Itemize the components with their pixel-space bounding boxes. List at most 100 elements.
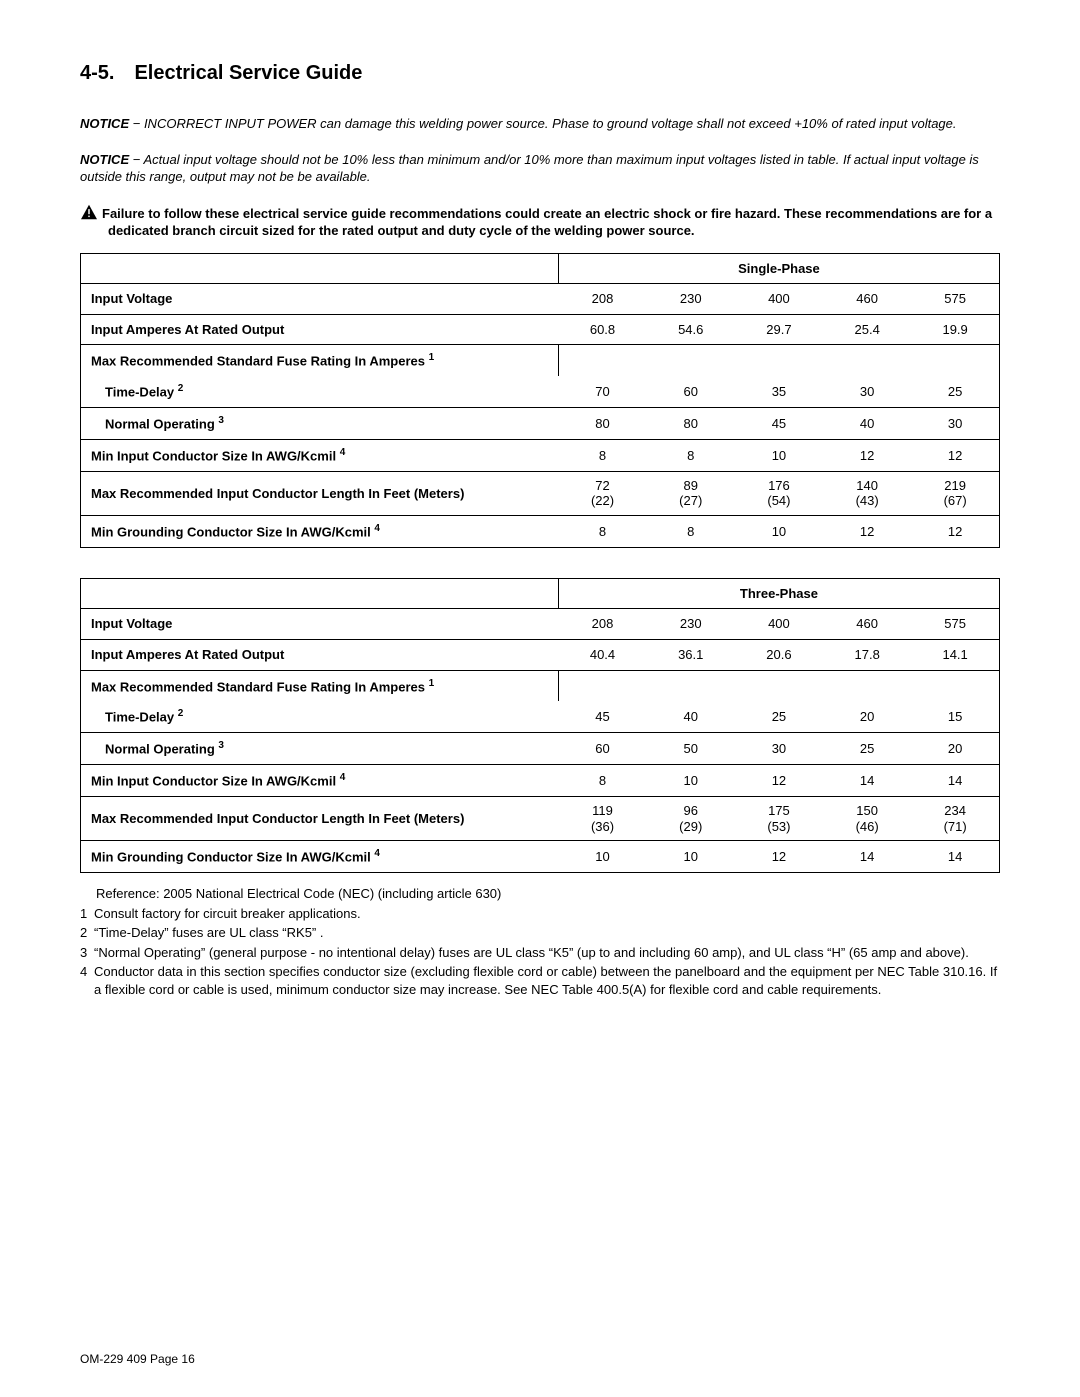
cell: 60 — [647, 376, 735, 407]
cell: 14.1 — [911, 640, 999, 671]
cell: 140(43) — [823, 471, 911, 515]
cell: 60 — [558, 733, 646, 765]
phase-label: Three-Phase — [558, 578, 999, 609]
cell: 230 — [647, 609, 735, 640]
row-label: Time-Delay 2 — [81, 376, 559, 407]
footnote-3: 3“Normal Operating” (general purpose - n… — [80, 944, 1000, 962]
cell: 8 — [647, 440, 735, 472]
cell: 30 — [823, 376, 911, 407]
cell: 12 — [911, 440, 999, 472]
cell: 14 — [823, 765, 911, 797]
cell: 400 — [735, 284, 823, 315]
notice-1-body: − INCORRECT INPUT POWER can damage this … — [129, 116, 956, 131]
table-row: Max Recommended Standard Fuse Rating In … — [81, 345, 1000, 376]
cell: 20.6 — [735, 640, 823, 671]
warning-paragraph: Failure to follow these electrical servi… — [80, 204, 1000, 240]
cell: 25 — [735, 701, 823, 732]
row-label: Min Grounding Conductor Size In AWG/Kcmi… — [81, 841, 559, 873]
cell: 45 — [558, 701, 646, 732]
cell: 208 — [558, 284, 646, 315]
cell: 15 — [911, 701, 999, 732]
row-label: Max Recommended Standard Fuse Rating In … — [81, 670, 559, 701]
cell: 460 — [823, 609, 911, 640]
warning-icon — [80, 204, 98, 220]
page-footer: OM-229 409 Page 16 — [80, 1351, 195, 1367]
cell: 36.1 — [647, 640, 735, 671]
cell: 10 — [735, 440, 823, 472]
cell: 8 — [558, 440, 646, 472]
cell: 8 — [558, 516, 646, 548]
cell: 10 — [735, 516, 823, 548]
cell: 40 — [647, 701, 735, 732]
row-label: Max Recommended Input Conductor Length I… — [81, 797, 559, 841]
footnote-1: 1Consult factory for circuit breaker app… — [80, 905, 1000, 923]
cell: 72(22) — [558, 471, 646, 515]
row-label: Input Voltage — [81, 284, 559, 315]
cell: 89(27) — [647, 471, 735, 515]
cell: 25 — [823, 733, 911, 765]
cell: 19.9 — [911, 314, 999, 345]
cell: 30 — [735, 733, 823, 765]
row-label: Min Input Conductor Size In AWG/Kcmil 4 — [81, 440, 559, 472]
cell: 25 — [911, 376, 999, 407]
table-row: Input Amperes At Rated Output 40.4 36.1 … — [81, 640, 1000, 671]
cell: 575 — [911, 284, 999, 315]
cell: 12 — [823, 440, 911, 472]
row-label: Input Amperes At Rated Output — [81, 640, 559, 671]
table-row: Max Recommended Standard Fuse Rating In … — [81, 670, 1000, 701]
cell: 150(46) — [823, 797, 911, 841]
table-row: Min Grounding Conductor Size In AWG/Kcmi… — [81, 516, 1000, 548]
table-row: Min Input Conductor Size In AWG/Kcmil 4 … — [81, 765, 1000, 797]
single-phase-table: Single-Phase Input Voltage 208 230 400 4… — [80, 253, 1000, 548]
three-phase-table: Three-Phase Input Voltage 208 230 400 46… — [80, 578, 1000, 873]
notice-1: NOTICE − INCORRECT INPUT POWER can damag… — [80, 115, 1000, 133]
table-row: Normal Operating 3 60 50 30 25 20 — [81, 733, 1000, 765]
cell: 17.8 — [823, 640, 911, 671]
footnotes: Reference: 2005 National Electrical Code… — [80, 885, 1000, 998]
table-row: Time-Delay 2 70 60 35 30 25 — [81, 376, 1000, 407]
cell: 460 — [823, 284, 911, 315]
table-row: Three-Phase — [81, 578, 1000, 609]
cell: 70 — [558, 376, 646, 407]
footnote-2: 2“Time-Delay” fuses are UL class “RK5” . — [80, 924, 1000, 942]
cell: 208 — [558, 609, 646, 640]
cell: 12 — [735, 765, 823, 797]
warning-text: Failure to follow these electrical servi… — [102, 206, 992, 239]
cell: 80 — [647, 408, 735, 440]
notice-2: NOTICE − Actual input voltage should not… — [80, 151, 1000, 186]
table-row: Input Amperes At Rated Output 60.8 54.6 … — [81, 314, 1000, 345]
row-label: Max Recommended Standard Fuse Rating In … — [81, 345, 559, 376]
cell: 10 — [647, 841, 735, 873]
cell: 54.6 — [647, 314, 735, 345]
cell: 175(53) — [735, 797, 823, 841]
cell: 29.7 — [735, 314, 823, 345]
cell: 176(54) — [735, 471, 823, 515]
table-row: Single-Phase — [81, 253, 1000, 284]
cell: 8 — [647, 516, 735, 548]
cell: 234(71) — [911, 797, 999, 841]
cell: 575 — [911, 609, 999, 640]
row-label: Min Grounding Conductor Size In AWG/Kcmi… — [81, 516, 559, 548]
cell: 60.8 — [558, 314, 646, 345]
table-row: Normal Operating 3 80 80 45 40 30 — [81, 408, 1000, 440]
cell: 30 — [911, 408, 999, 440]
cell: 119(36) — [558, 797, 646, 841]
cell: 14 — [911, 765, 999, 797]
notice-2-body: − Actual input voltage should not be 10%… — [80, 152, 979, 185]
row-label: Time-Delay 2 — [81, 701, 559, 732]
table-row: Min Grounding Conductor Size In AWG/Kcmi… — [81, 841, 1000, 873]
table-row: Input Voltage 208 230 400 460 575 — [81, 284, 1000, 315]
notice-2-lead: NOTICE — [80, 152, 129, 167]
row-label: Normal Operating 3 — [81, 733, 559, 765]
cell: 96(29) — [647, 797, 735, 841]
row-label: Min Input Conductor Size In AWG/Kcmil 4 — [81, 765, 559, 797]
footnote-4: 4Conductor data in this section specifie… — [80, 963, 1000, 998]
cell: 35 — [735, 376, 823, 407]
row-label: Max Recommended Input Conductor Length I… — [81, 471, 559, 515]
cell: 12 — [735, 841, 823, 873]
row-label: Normal Operating 3 — [81, 408, 559, 440]
table-row: Max Recommended Input Conductor Length I… — [81, 797, 1000, 841]
cell: 10 — [647, 765, 735, 797]
row-label: Input Voltage — [81, 609, 559, 640]
cell: 10 — [558, 841, 646, 873]
